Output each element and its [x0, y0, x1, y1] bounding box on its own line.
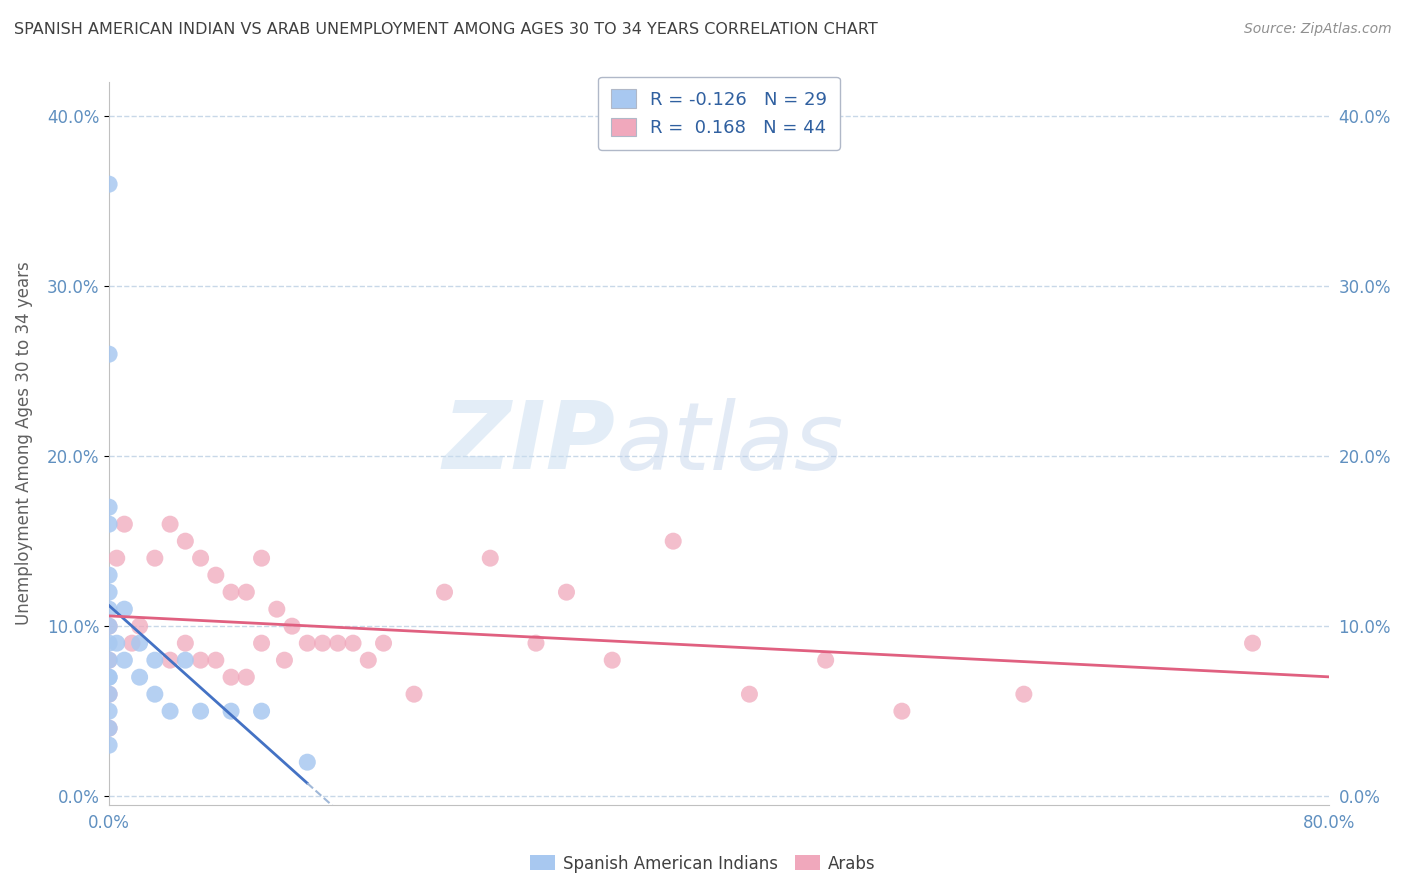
Point	[190, 653, 212, 667]
Point	[600, 653, 623, 667]
Point	[219, 704, 242, 718]
Point	[311, 636, 333, 650]
Point	[98, 687, 121, 701]
Point	[143, 653, 166, 667]
Point	[98, 653, 121, 667]
Point	[105, 551, 128, 566]
Point	[98, 738, 121, 752]
Text: atlas: atlas	[616, 398, 844, 489]
Point	[190, 551, 212, 566]
Point	[98, 670, 121, 684]
Point	[98, 177, 121, 191]
Point	[281, 619, 304, 633]
Text: SPANISH AMERICAN INDIAN VS ARAB UNEMPLOYMENT AMONG AGES 30 TO 34 YEARS CORRELATI: SPANISH AMERICAN INDIAN VS ARAB UNEMPLOY…	[14, 22, 877, 37]
Point	[98, 704, 121, 718]
Point	[112, 517, 135, 532]
Point	[555, 585, 578, 599]
Point	[98, 517, 121, 532]
Point	[250, 704, 273, 718]
Point	[143, 551, 166, 566]
Point	[128, 619, 150, 633]
Point	[190, 704, 212, 718]
Point	[159, 704, 181, 718]
Point	[273, 653, 295, 667]
Point	[98, 568, 121, 582]
Point	[1012, 687, 1035, 701]
Text: Source: ZipAtlas.com: Source: ZipAtlas.com	[1244, 22, 1392, 37]
Point	[219, 670, 242, 684]
Legend: Spanish American Indians, Arabs: Spanish American Indians, Arabs	[523, 848, 883, 880]
Point	[112, 653, 135, 667]
Point	[250, 551, 273, 566]
Point	[143, 687, 166, 701]
Point	[174, 534, 197, 549]
Point	[98, 653, 121, 667]
Text: ZIP: ZIP	[443, 398, 616, 490]
Point	[250, 636, 273, 650]
Point	[1241, 636, 1264, 650]
Point	[98, 619, 121, 633]
Point	[98, 636, 121, 650]
Point	[98, 500, 121, 515]
Point	[326, 636, 349, 650]
Point	[373, 636, 395, 650]
Point	[98, 721, 121, 735]
Point	[219, 585, 242, 599]
Point	[205, 653, 228, 667]
Point	[235, 670, 257, 684]
Point	[479, 551, 502, 566]
Point	[98, 670, 121, 684]
Point	[128, 670, 150, 684]
Point	[121, 636, 143, 650]
Point	[98, 687, 121, 701]
Point	[159, 653, 181, 667]
Point	[524, 636, 547, 650]
Point	[357, 653, 380, 667]
Point	[159, 517, 181, 532]
Point	[342, 636, 364, 650]
Point	[433, 585, 456, 599]
Point	[98, 585, 121, 599]
Y-axis label: Unemployment Among Ages 30 to 34 years: Unemployment Among Ages 30 to 34 years	[15, 261, 32, 625]
Point	[402, 687, 425, 701]
Point	[105, 636, 128, 650]
Point	[235, 585, 257, 599]
Point	[174, 636, 197, 650]
Legend: R = -0.126   N = 29, R =  0.168   N = 44: R = -0.126 N = 29, R = 0.168 N = 44	[598, 77, 839, 150]
Point	[205, 568, 228, 582]
Point	[662, 534, 685, 549]
Point	[738, 687, 761, 701]
Point	[814, 653, 837, 667]
Point	[266, 602, 288, 616]
Point	[174, 653, 197, 667]
Point	[98, 602, 121, 616]
Point	[112, 602, 135, 616]
Point	[128, 636, 150, 650]
Point	[98, 721, 121, 735]
Point	[98, 619, 121, 633]
Point	[98, 347, 121, 361]
Point	[297, 636, 319, 650]
Point	[297, 755, 319, 769]
Point	[890, 704, 912, 718]
